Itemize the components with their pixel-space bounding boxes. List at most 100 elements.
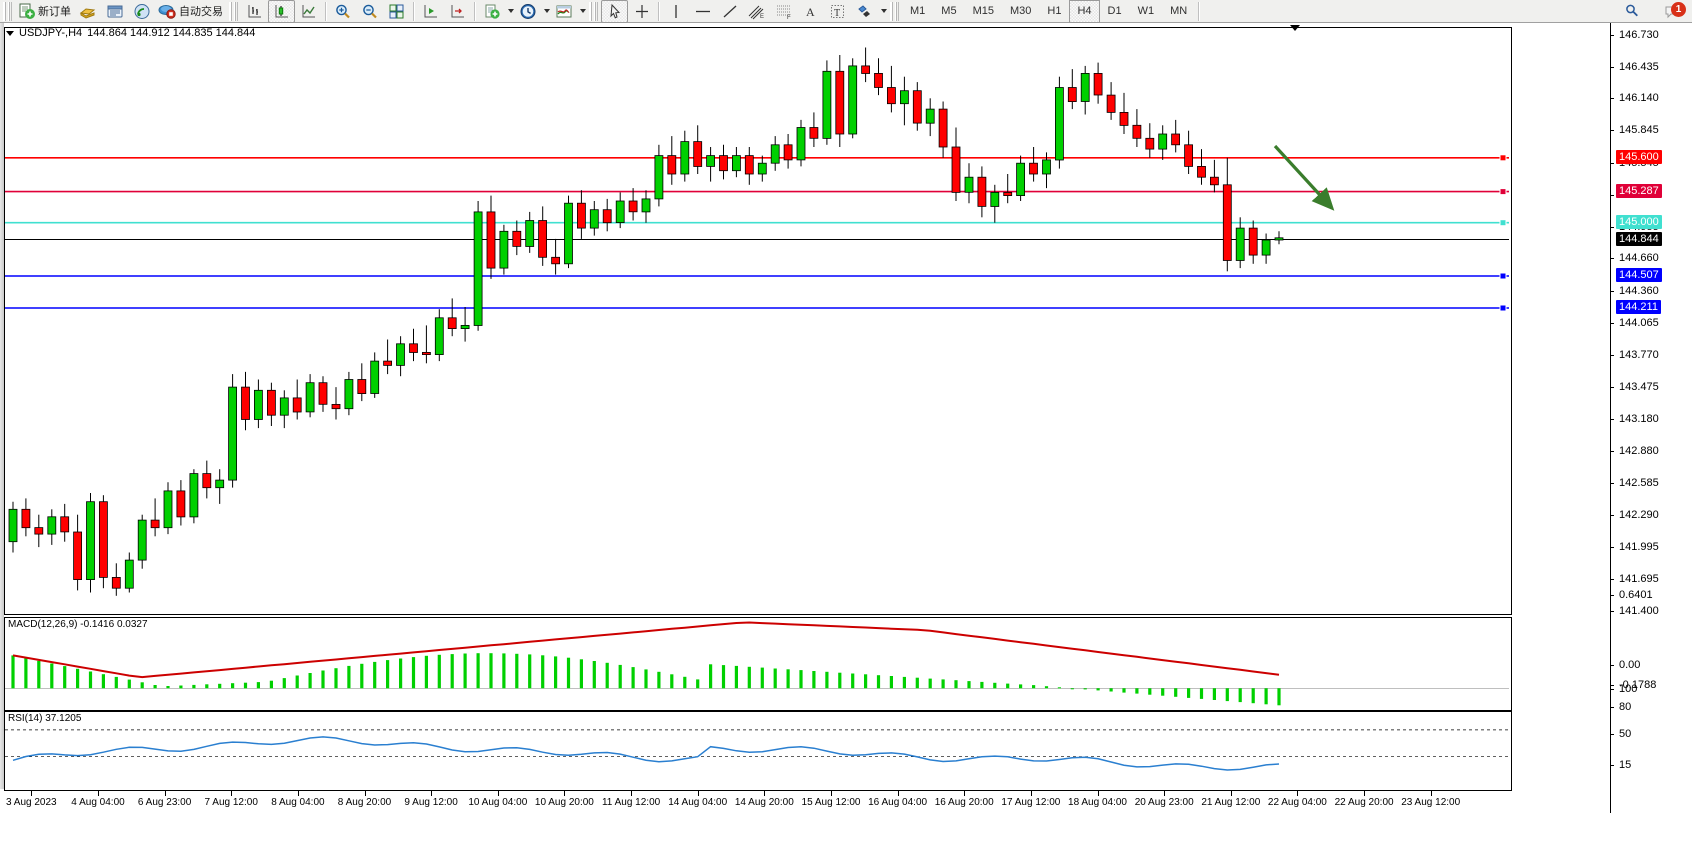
timeframe-m30[interactable]: M30 <box>1009 5 1032 17</box>
time-tick <box>164 791 166 796</box>
templates-icon[interactable] <box>550 0 577 23</box>
time-tick-label: 6 Aug 23:00 <box>137 797 192 808</box>
notification-badge: 1 <box>1671 2 1686 17</box>
trendline-icon[interactable] <box>716 0 743 23</box>
chart-menu-caret-icon[interactable] <box>6 30 14 36</box>
templates-dropdown-caret[interactable] <box>580 9 586 13</box>
shapes-arrows-icon[interactable] <box>851 0 878 23</box>
price-level-label-1[interactable]: 145.287 <box>1616 183 1662 198</box>
zoom-in-icon[interactable] <box>329 0 356 23</box>
price-tick <box>1610 130 1614 132</box>
period-clock-icon[interactable] <box>514 0 541 23</box>
price-tick-label: 141.400 <box>1619 605 1659 617</box>
price-level-label-0[interactable]: 145.600 <box>1616 149 1662 164</box>
timeframe-m5[interactable]: M5 <box>941 5 957 17</box>
line-chart-icon[interactable] <box>295 0 322 23</box>
time-tick-label: 8 Aug 04:00 <box>271 797 325 808</box>
new-order-button[interactable]: 新订单 <box>15 0 74 23</box>
timeframe-w1[interactable]: W1 <box>1137 5 1155 17</box>
crosshair-icon[interactable] <box>628 0 655 23</box>
toolbar-separator-5 <box>1198 1 1200 21</box>
time-tick <box>31 791 33 796</box>
zoom-out-icon[interactable] <box>356 0 383 23</box>
text-box-icon[interactable]: T <box>824 0 851 23</box>
price-tick-label: 142.880 <box>1619 444 1659 457</box>
rsi-axis-label: 100 <box>1619 683 1638 695</box>
time-tick <box>1097 791 1099 796</box>
price-tick-label: 143.770 <box>1619 348 1659 361</box>
text-label-icon[interactable]: A <box>797 0 824 23</box>
autotrading-button[interactable]: 自动交易 <box>155 0 226 23</box>
time-tick-label: 11 Aug 12:00 <box>601 797 661 808</box>
tile-windows-icon[interactable] <box>383 0 410 23</box>
time-tick <box>1364 791 1366 796</box>
period-dropdown-caret[interactable] <box>544 9 550 13</box>
price-level-label-3[interactable]: 144.844 <box>1616 231 1662 246</box>
shapes-dropdown-caret[interactable] <box>881 9 887 13</box>
svg-text:T: T <box>834 8 840 19</box>
price-tick-label: 143.180 <box>1619 412 1659 425</box>
price-pane[interactable] <box>4 27 1512 615</box>
toolbar-grip-4[interactable] <box>890 1 899 21</box>
macd-axis-label: 0.6401 <box>1619 589 1653 601</box>
timeframe-m15[interactable]: M15 <box>972 5 994 17</box>
toolbar-grip-2[interactable] <box>229 1 238 21</box>
horizontal-line-icon[interactable] <box>689 0 716 23</box>
rsi-axis-label: 15 <box>1619 759 1632 771</box>
chart-shift-icon[interactable] <box>444 0 471 23</box>
time-tick <box>564 791 566 796</box>
terminal-window-icon[interactable] <box>101 0 128 23</box>
time-tick-label: 9 Aug 12:00 <box>404 797 458 808</box>
price-tick <box>1610 258 1614 260</box>
auto-scroll-icon[interactable] <box>417 0 444 23</box>
time-tick <box>431 791 433 796</box>
price-level-label-5[interactable]: 144.211 <box>1616 300 1661 314</box>
vertical-line-icon[interactable] <box>662 0 689 23</box>
indicator-dropdown-caret[interactable] <box>508 9 514 13</box>
timeframe-m1[interactable]: M1 <box>910 5 926 17</box>
price-tick <box>1610 162 1614 164</box>
time-tick <box>964 791 966 796</box>
time-tick-label: 22 Aug 04:00 <box>1267 797 1327 808</box>
time-tick <box>297 791 299 796</box>
timeframe-h1[interactable]: H1 <box>1047 5 1062 17</box>
search-icon[interactable] <box>1618 0 1645 23</box>
price-tick-label: 142.290 <box>1619 508 1659 521</box>
equidistant-channel-icon[interactable]: E <box>743 0 770 23</box>
chart-area: USDJPY-,H4 144.864 144.912 144.835 144.8… <box>0 23 1692 853</box>
price-tick <box>1610 354 1614 356</box>
time-tick <box>1030 791 1032 796</box>
price-tick-label: 146.435 <box>1619 60 1659 73</box>
timeframe-mn[interactable]: MN <box>1170 5 1188 17</box>
macd-pane[interactable]: MACD(12,26,9) -0.1416 0.0327 <box>4 617 1512 711</box>
macd-axis-label: -0.1788 <box>1619 679 1657 691</box>
candlestick-chart-icon[interactable] <box>268 0 295 23</box>
price-level-label-2[interactable]: 145.000 <box>1616 214 1662 229</box>
gold-bars-icon[interactable] <box>74 0 101 23</box>
bar-chart-icon[interactable] <box>241 0 268 23</box>
toolbar-grip[interactable] <box>3 1 12 21</box>
price-tick-label: 145.845 <box>1619 124 1659 137</box>
toolbar-grip-3[interactable] <box>589 1 598 21</box>
chart-left-scroll-strip[interactable] <box>0 23 4 789</box>
time-axis[interactable]: 3 Aug 2023 4 Aug 04:00 6 Aug 23:00 7 Aug 12… <box>4 791 1510 815</box>
rsi-axis-tick <box>1610 733 1614 735</box>
add-indicator-icon[interactable] <box>478 0 505 23</box>
toolbar-separator-4 <box>658 1 659 21</box>
time-tick-label: 4 Aug 04:00 <box>71 797 125 808</box>
fibonacci-icon[interactable]: F <box>770 0 797 23</box>
price-axis[interactable]: 146.730146.435146.140145.845145.545145.2… <box>1610 23 1692 813</box>
rsi-pane[interactable]: RSI(14) 37.1205 <box>4 711 1512 791</box>
time-tick <box>231 791 233 796</box>
price-tick <box>1610 66 1614 68</box>
rsi-axis-label: 80 <box>1619 700 1632 713</box>
timeframe-d1[interactable]: D1 <box>1107 5 1122 17</box>
price-level-label-4[interactable]: 144.507 <box>1616 268 1662 282</box>
time-tick-label: 20 Aug 23:00 <box>1134 797 1194 808</box>
price-tick <box>1610 546 1614 548</box>
cursor-icon[interactable] <box>601 0 628 23</box>
signal-icon[interactable] <box>128 0 155 23</box>
time-tick-label: 14 Aug 04:00 <box>668 797 728 808</box>
timeframe-h4[interactable]: H4 <box>1069 0 1100 23</box>
macd-axis-tick <box>1610 595 1614 596</box>
